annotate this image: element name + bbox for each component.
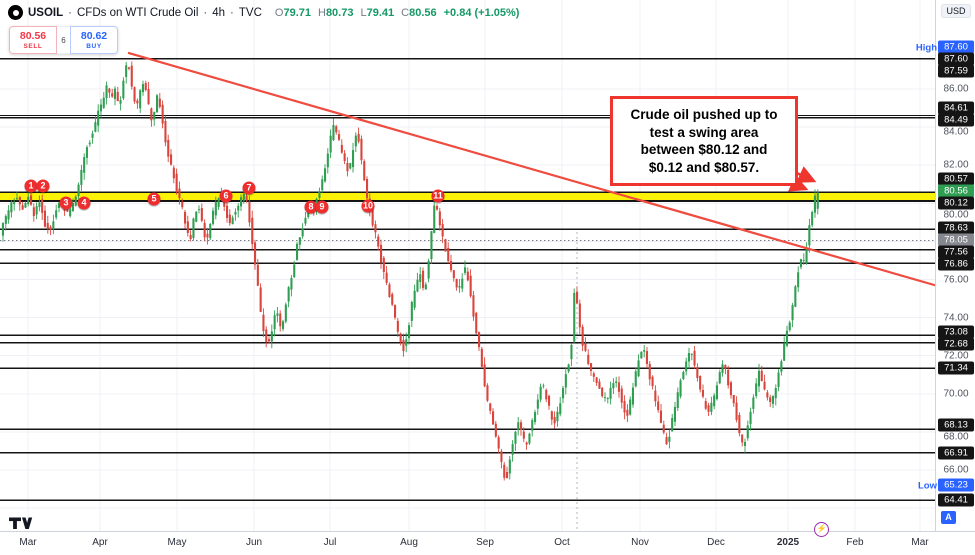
price-axis[interactable]: USD A High 87.60 87.60 87.59 86.00 84.61 84.49…: [916, 0, 975, 531]
price-axis-label: 70.00: [943, 388, 969, 400]
price-value: 87.60: [938, 40, 974, 54]
time-axis-label: Mar: [911, 537, 929, 548]
separator: ·: [68, 6, 72, 19]
chart-plot-area[interactable]: 1 2 3 4 5 6 7 8 9 10 11 Crude oil pushed up to tes…: [0, 0, 935, 531]
ohlc-values: O 79.71 H 80.73 L 79.41 C 80.56 +0.84 (+1.05…: [275, 7, 520, 19]
time-axis-label: Aug: [400, 537, 418, 548]
buy-button[interactable]: 80.62 BUY: [70, 26, 118, 54]
time-axis-label: Sep: [476, 537, 494, 548]
buy-label: BUY: [86, 42, 102, 50]
price-axis-label: 86.00: [943, 83, 969, 95]
price-axis-label: 72.68: [938, 337, 974, 351]
time-axis-label: Dec: [707, 537, 725, 548]
symbol-name: USOIL: [28, 6, 64, 19]
swing-test-badge[interactable]: 1: [24, 179, 38, 193]
time-axis-label: May: [167, 537, 187, 548]
spread-label: 6: [57, 26, 70, 54]
sell-label: SELL: [23, 42, 43, 50]
events-icon[interactable]: ⚡: [814, 522, 829, 537]
swing-test-badge[interactable]: 2: [36, 179, 50, 193]
auto-scale-button[interactable]: A: [941, 511, 956, 524]
price-axis-label: 66.91: [938, 446, 974, 460]
price-axis-label: 87.60: [938, 52, 974, 66]
swing-test-badge[interactable]: 11: [431, 189, 445, 203]
buy-price: 80.62: [80, 30, 108, 43]
swing-test-badge[interactable]: 5: [147, 192, 161, 206]
close-label: C: [401, 6, 410, 19]
time-axis-label: Oct: [554, 537, 570, 548]
swing-test-badge[interactable]: 3: [59, 196, 73, 210]
time-axis-label: Nov: [631, 537, 649, 548]
price-axis-label: 84.61: [938, 101, 974, 115]
swing-test-badge[interactable]: 9: [315, 200, 329, 214]
price-axis-label: Low 65.23: [918, 478, 974, 492]
high-value: 80.73: [325, 6, 354, 19]
price-axis-label: 71.34: [938, 361, 974, 375]
price-axis-label: 80.57: [938, 172, 974, 186]
symbol-description: CFDs on WTI Crude Oil: [76, 6, 199, 19]
price-value: 65.23: [938, 478, 974, 492]
low-value: 79.41: [366, 6, 395, 19]
price-axis-label: 84.49: [938, 113, 974, 127]
time-axis-label: Jun: [245, 537, 263, 548]
current-price-label: 80.56: [938, 184, 974, 198]
low-marker-label: Low: [918, 480, 937, 492]
swing-test-badge[interactable]: 8: [304, 200, 318, 214]
symbol-legend[interactable]: USOIL · CFDs on WTI Crude Oil · 4h · TVC…: [8, 5, 519, 20]
swing-test-badge[interactable]: 6: [219, 189, 233, 203]
price-axis-label: 78.63: [938, 221, 974, 235]
swing-test-badge[interactable]: 10: [361, 199, 375, 213]
price-axis-label: 82.00: [943, 159, 969, 171]
price-axis-label: 73.08: [938, 325, 974, 339]
separator: ·: [203, 6, 208, 19]
price-axis-label: 87.59: [938, 64, 974, 78]
open-value: 79.71: [283, 6, 311, 19]
price-axis-label: 68.00: [943, 431, 969, 443]
annotation-note[interactable]: Crude oil pushed up to test a swing area…: [610, 96, 798, 187]
exchange-label: TVC: [238, 6, 262, 19]
candlestick-chart[interactable]: [0, 0, 935, 531]
order-panel: 80.56 SELL 6 80.62 BUY: [9, 26, 118, 54]
sell-price: 80.56: [19, 30, 47, 43]
price-axis-label: 80.12: [938, 196, 974, 210]
time-axis[interactable]: Mar Apr May Jun Jul Aug Sep Oct Nov Dec 2025 Feb Mar: [0, 531, 975, 555]
low-label: L: [360, 6, 367, 19]
separator: ·: [230, 6, 234, 19]
symbol-logo: [8, 5, 23, 20]
time-axis-label: Apr: [92, 537, 108, 548]
high-label: H: [317, 6, 326, 19]
time-axis-label: Mar: [19, 537, 37, 548]
price-axis-label: 66.00: [943, 464, 969, 476]
price-axis-label: 80.00: [943, 209, 969, 221]
price-axis-label: 74.00: [943, 312, 969, 324]
price-axis-label: High 87.60: [916, 40, 974, 54]
price-axis-label: 72.00: [943, 350, 969, 362]
close-value: 80.56: [409, 6, 437, 19]
price-axis-label: 68.13: [938, 418, 974, 432]
price-axis-label: 78.05: [938, 233, 974, 247]
price-axis-label: 76.00: [943, 274, 969, 285]
swing-test-badge[interactable]: 7: [242, 181, 256, 195]
sell-button[interactable]: 80.56 SELL: [9, 26, 57, 54]
price-axis-label: 77.56: [938, 245, 974, 259]
price-axis-label: 64.41: [938, 493, 974, 507]
swing-test-badge[interactable]: 4: [77, 196, 91, 210]
time-axis-label: Feb: [846, 537, 864, 548]
tradingview-logo[interactable]: [8, 515, 34, 536]
price-axis-label: 76.86: [938, 257, 974, 271]
interval-label[interactable]: 4h: [212, 6, 226, 19]
price-axis-label: 84.00: [943, 126, 969, 138]
open-label: O: [274, 6, 284, 19]
high-marker-label: High: [915, 42, 937, 54]
change-value: +0.84 (+1.05%): [443, 6, 520, 19]
time-axis-label: Jul: [323, 537, 337, 548]
time-axis-label: 2025: [776, 537, 800, 548]
currency-label: USD: [941, 4, 971, 18]
